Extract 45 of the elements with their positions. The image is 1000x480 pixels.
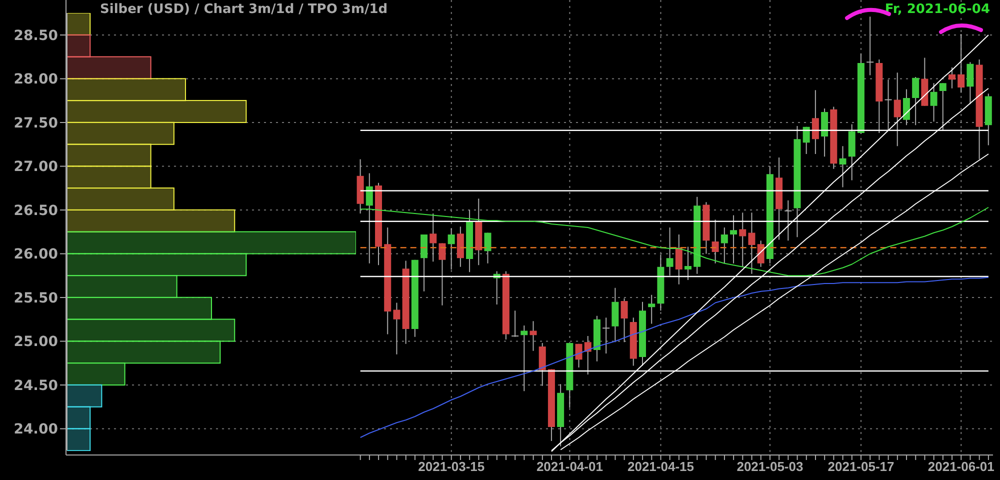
candlestick [884,80,892,130]
bar [67,78,186,102]
bar [67,13,91,36]
bar [67,188,174,211]
y-tick-label: 27.50 [14,115,58,132]
bar [67,209,236,232]
y-tick-label: 24.50 [14,378,58,394]
bar [67,296,212,320]
y-tick-label: 24.00 [14,422,58,438]
x-tick-label: 2021-05-03 [736,459,804,474]
x-tick-label: 2021-06-01 [928,459,994,474]
candlestick [602,318,610,354]
y-tick-label: 26.00 [14,246,58,263]
bar [67,56,152,80]
bar [67,166,152,189]
x-tick-label: 2021-04-01 [536,459,603,474]
y-tick-label: 28.50 [14,28,58,44]
chart-title: Silber (USD) / Chart 3m/1d / TPO 3m/1d [100,2,388,17]
y-tick-label: 28.00 [14,72,58,88]
bar [67,384,102,408]
line-series [360,276,989,438]
line-series [360,206,989,276]
bar [67,144,152,167]
y-tick-label: 25.00 [14,334,58,350]
candlestick [512,310,519,337]
bar [67,318,236,342]
x-tick-label: 2021-03-15 [418,459,485,474]
bar [67,231,356,254]
bar [67,253,247,276]
bar [67,34,91,58]
y-tick-label: 26.50 [14,202,58,219]
bar [67,100,247,124]
bar [67,275,178,298]
bar [67,428,91,451]
bar [67,362,126,386]
candlestick [784,200,792,241]
candlestick [520,326,528,392]
bar [67,340,221,364]
bar [67,406,91,430]
bar [67,122,174,145]
x-tick-label: 2021-05-17 [828,459,894,474]
y-tick-label: 27.00 [14,159,58,176]
y-tick-label: 25.50 [14,290,58,306]
x-tick-label: 2021-04-15 [627,459,694,474]
candlestick [866,16,874,76]
